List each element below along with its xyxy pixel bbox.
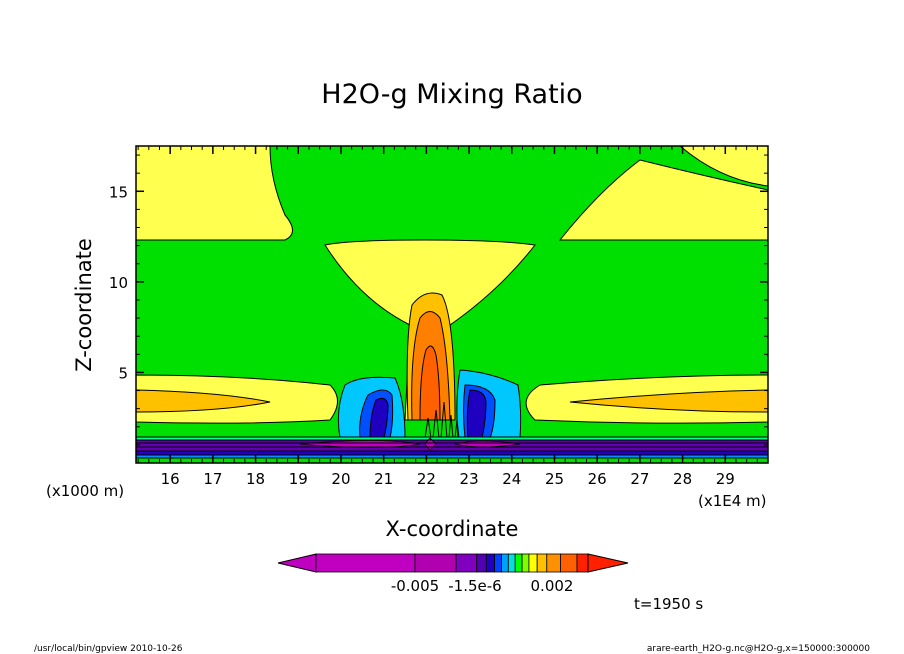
x-tick-label: 24 [502,470,521,488]
colorbar-segment [560,553,578,573]
surface-green-band [136,458,768,463]
colorbar-segment [528,553,538,573]
colorbar-segment [521,553,530,573]
y-tick-label: 10 [109,274,128,292]
x-tick-label: 21 [374,470,393,488]
upper-right-moist-region-2 [558,159,768,241]
footer-left: /usr/local/bin/gpview 2010-10-26 [34,644,183,654]
boundary-layer-contour-lines [136,436,768,459]
colorbar-segment [514,553,523,573]
updraft-core-inner [419,345,441,421]
contour-plot-area [136,146,768,463]
x-tick-label: 16 [161,470,180,488]
x-tick-label: 23 [460,470,479,488]
x-tick-label: 29 [716,470,735,488]
colorbar [277,553,629,573]
colorbar-segment [507,553,516,573]
lower-right-very-moist [569,389,768,413]
x-unit-left: (x1000 m) [46,482,124,500]
plot-frame [135,145,769,464]
x-tick-label: 19 [289,470,308,488]
surface-blue-band [136,451,768,455]
colorbar-right-arrow [587,553,629,573]
left-blue-core [369,397,389,439]
colorbar-segment [414,553,457,573]
x-tick-label: 17 [203,470,222,488]
right-blue-core [466,389,487,439]
colorbar-labels: -0.005 -1.5e-6 0.002 [391,577,574,595]
y-tick-label: 5 [118,364,128,382]
lower-left-very-moist [136,389,271,413]
x-tick-label: 18 [246,470,265,488]
x-tick-label: 28 [673,470,692,488]
colorbar-left-arrow [277,553,317,573]
colorbar-segment [485,553,495,573]
x-tick-label: 20 [331,470,350,488]
x-tick-label: 27 [630,470,649,488]
surface-cyan-band [136,455,768,458]
colorbar-label: 0.002 [531,577,574,595]
footer-right: arare-earth_H2O-g.nc@H2O-g,x=150000:3000… [647,644,870,654]
colorbar-segment [315,553,416,573]
boundary-layer-dark [136,440,768,451]
colorbar-label: -1.5e-6 [448,577,501,595]
colorbar-segment [576,553,589,573]
colorbar-label: -0.005 [391,577,439,595]
boundary-layer-top [136,437,768,440]
colorbar-segment [455,553,478,573]
time-label: t=1950 s [634,595,703,613]
chart-title: H2O-g Mixing Ratio [321,79,582,110]
x-tick-label: 22 [417,470,436,488]
y-axis-ticks: 5 10 15 [109,154,768,446]
x-axis-ticks: 16 17 18 19 20 21 22 23 24 25 26 27 28 29 [137,146,758,488]
upper-left-moist-region [136,146,293,241]
x-unit-right: (x1E4 m) [698,492,767,510]
updraft-contour-lines [424,401,460,439]
colorbar-segment [476,553,487,573]
x-tick-label: 26 [588,470,607,488]
colorbar-segment [546,553,561,573]
colorbar-segment [501,553,509,573]
colorbar-segment [536,553,548,573]
y-axis-label: Z-coordinate [72,238,96,372]
colorbar-segment [494,553,502,573]
x-tick-label: 25 [545,470,564,488]
x-axis-label: X-coordinate [386,517,519,541]
y-tick-label: 15 [109,183,128,201]
